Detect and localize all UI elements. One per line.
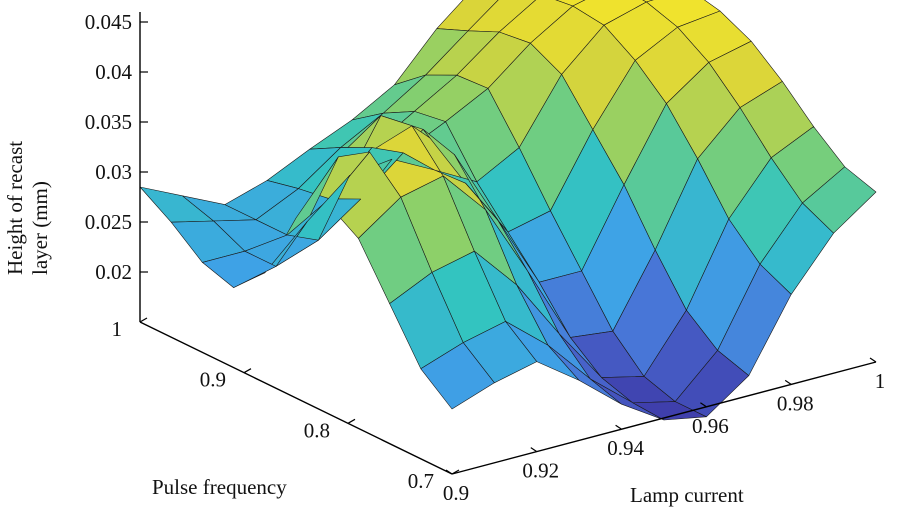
y-axis-label: Pulse frequency [152, 475, 287, 499]
x-tick-4-mark [784, 379, 792, 385]
surface-facet-2-0 [202, 250, 277, 288]
y-tick-2-mark [243, 368, 252, 374]
surface-facet-9-0 [420, 342, 495, 410]
y-tick-3-label: 1 [112, 317, 123, 341]
x-tick-2-mark [615, 424, 622, 430]
z-tick-1-label: 0.025 [85, 210, 132, 234]
x-axis-ticks: 0.9 0.92 0.94 0.96 0.98 1 [443, 357, 886, 505]
x-tick-3-mark [700, 402, 707, 408]
x-tick-3-label: 0.96 [692, 414, 729, 438]
y-axis-ticks: 0.7 0.8 0.9 1 [112, 317, 460, 493]
y-tick-1-label: 0.8 [304, 418, 330, 442]
z-tick-3-label: 0.035 [85, 110, 132, 134]
z-tick-4-label: 0.04 [95, 60, 132, 84]
x-tick-1-mark [530, 447, 538, 453]
surface-facet-9-5 [632, 401, 707, 421]
x-tick-2-label: 0.94 [607, 436, 644, 460]
z-tick-0-label: 0.02 [95, 260, 132, 284]
y-tick-3-mark [139, 317, 148, 323]
x-tick-5-mark [869, 357, 877, 363]
y-tick-0-label: 0.7 [408, 469, 434, 493]
y-tick-0-mark [451, 469, 460, 475]
z-tick-5-label: 0.045 [85, 10, 132, 34]
y-tick-1-mark [347, 418, 356, 424]
surface-mesh [139, 0, 877, 421]
x-axis-line [451, 361, 877, 475]
z-axis-ticks: 0.02 0.025 0.03 0.035 0.04 0.045 [85, 10, 148, 284]
z-axis-label: Height of recast layer (mm) [3, 136, 52, 275]
x-axis-label: Lamp current [630, 483, 744, 507]
x-tick-4-label: 0.98 [777, 391, 814, 415]
y-tick-2-label: 0.9 [200, 368, 226, 392]
z-axis-label-line-1: Height of recast [3, 141, 27, 275]
z-axis-label-line-2: layer (mm) [28, 181, 52, 275]
x-tick-5-label: 1 [875, 369, 886, 393]
y-axis-line [139, 321, 453, 475]
x-tick-0-mark [445, 469, 453, 475]
z-tick-2-label: 0.03 [95, 160, 132, 184]
x-tick-1-label: 0.92 [522, 459, 559, 483]
x-tick-0-label: 0.9 [443, 481, 469, 505]
